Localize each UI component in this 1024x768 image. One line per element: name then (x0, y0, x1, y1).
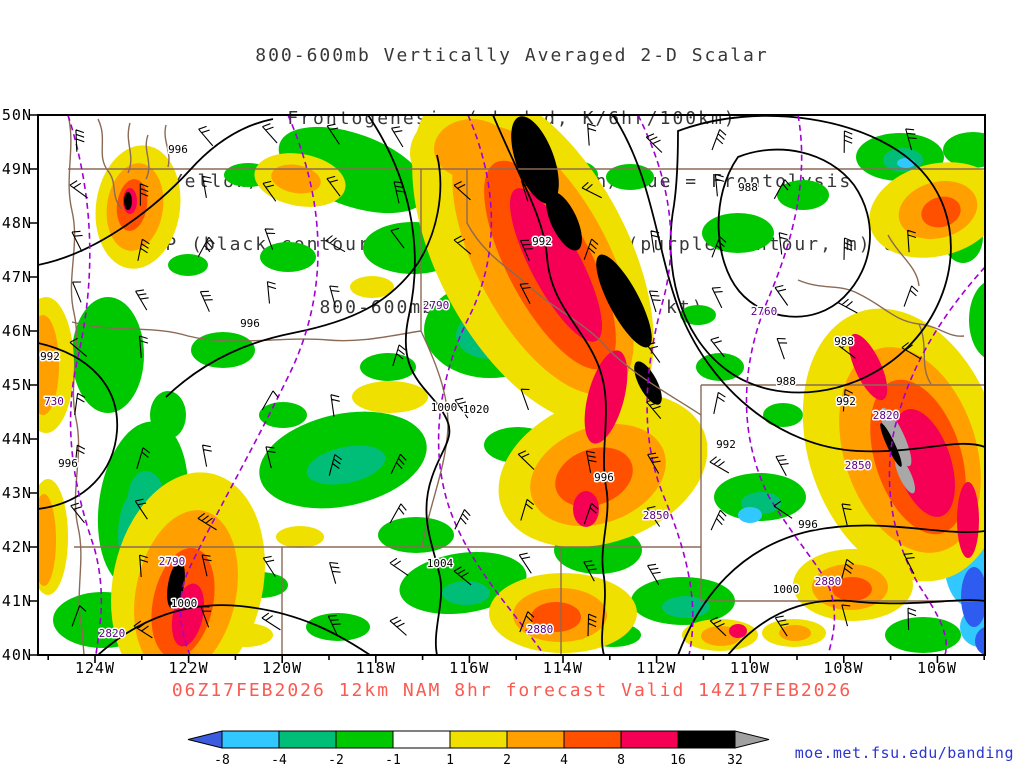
frontogenesis-shading (38, 115, 985, 655)
contour-label: 996 (240, 317, 260, 330)
colorbar-above-arrow (734, 730, 770, 749)
idaho-west-border (420, 169, 449, 548)
colorbar-tick-label: 1 (446, 753, 454, 768)
contour-label: 996 (58, 457, 78, 470)
contour-label: 730 (44, 395, 64, 408)
contour-labels: 996 996 992 996 992 988 988 988 992 992 996 996 1020… (39, 142, 901, 642)
colorbar-below-arrow (187, 730, 223, 749)
contour-label: 2820 (873, 409, 900, 422)
contour-label: 992 (40, 350, 60, 363)
contour-label: 2760 (751, 305, 778, 318)
contour-label: 992 (532, 235, 552, 248)
lat-axis-label: 46N (1, 322, 32, 340)
colorbar-segment (449, 730, 508, 749)
lon-axis-label: 106W (916, 659, 958, 677)
rivers (797, 234, 965, 385)
lat-axis-label: 49N (1, 160, 32, 178)
colorbar-tick-label: 32 (727, 753, 743, 768)
credit-link[interactable]: moe.met.fsu.edu/banding (794, 744, 1014, 762)
lat-axis-label: 43N (1, 484, 32, 502)
colorbar-tick-label: -4 (271, 753, 287, 768)
colorbar-tick-label: -2 (328, 753, 344, 768)
forecast-info: 06Z17FEB2026 12km NAM 8hr forecast Valid… (171, 680, 853, 701)
colorbar-segment (221, 730, 280, 749)
contour-label: 988 (738, 181, 758, 194)
axis-ticks (29, 114, 985, 663)
colorbar-tick-label: 8 (617, 753, 625, 768)
wind-barbs (69, 119, 922, 639)
contour-label: 992 (836, 395, 856, 408)
lat-axis-label: 50N (1, 106, 32, 124)
colorbar-tick-label: -8 (214, 753, 230, 768)
contour-label: 988 (776, 375, 796, 388)
colorbar: -8 -4 -2 -1 1 2 4 8 16 32 (187, 730, 770, 768)
lat-axis-label: 42N (1, 538, 32, 556)
contour-label: 1020 (463, 403, 490, 416)
contour-label: 2850 (643, 509, 670, 522)
colorbar-segment (506, 730, 565, 749)
lon-axis-label: 118W (355, 659, 396, 677)
contour-label: 2850 (845, 459, 872, 472)
height-contours (67, 115, 985, 655)
contour-label: 996 (168, 143, 188, 156)
lat-axis-label: 45N (1, 376, 32, 394)
lat-axis-label: 40N (1, 646, 32, 664)
lon-axis-label: 114W (542, 659, 583, 677)
colorbar-tick-label: -1 (385, 753, 401, 768)
colorbar-segment (335, 730, 394, 749)
lon-axis-label: 108W (823, 659, 864, 677)
contour-label: 1000 (431, 401, 458, 414)
contour-label: 996 (798, 518, 818, 531)
weather-map: 996 996 992 996 992 988 988 988 992 992 996 996 1020… (29, 114, 986, 663)
shading-frontolysis-blue (961, 567, 985, 655)
lat-axis-label: 41N (1, 592, 32, 610)
contour-label: 2790 (423, 299, 450, 312)
contour-label: 2880 (815, 575, 842, 588)
wa-or-border (71, 321, 422, 342)
map-frame (37, 114, 986, 656)
colorbar-segment (392, 730, 451, 749)
lon-axis-label: 124W (74, 659, 116, 677)
colorbar-segment (677, 730, 736, 749)
lat-axis-label: 48N (1, 214, 32, 232)
lon-axis-label: 116W (449, 659, 490, 677)
contour-label: 988 (834, 335, 854, 348)
contour-label: 2790 (159, 555, 186, 568)
coastline (67, 115, 85, 655)
contour-label: 1000 (773, 583, 800, 596)
colorbar-segment (620, 730, 679, 749)
colorbar-tick-label: 16 (670, 753, 686, 768)
colorbar-segment (563, 730, 622, 749)
lon-axis-label: 110W (729, 659, 770, 677)
contour-label: 1004 (427, 557, 454, 570)
shading-frontogenesis-black (124, 116, 902, 609)
contour-label: 992 (716, 438, 736, 451)
colorbar-segment (278, 730, 337, 749)
colorbar-tick-label: 4 (560, 753, 568, 768)
lon-axis-label: 122W (168, 659, 209, 677)
lat-axis-label: 44N (1, 430, 32, 448)
colorbar-tick-label: 2 (503, 753, 511, 768)
lon-axis-label: 112W (636, 659, 677, 677)
contour-label: 2820 (99, 627, 126, 640)
lat-axis-label: 47N (1, 268, 32, 286)
contour-label: 1000 (171, 597, 198, 610)
contour-label: 2880 (527, 623, 554, 636)
lon-axis-label: 120W (262, 659, 303, 677)
puget-sound (97, 118, 170, 210)
title-line-1: 800-600mb Vertically Averaged 2-D Scalar (255, 45, 769, 66)
contour-label: 996 (594, 471, 614, 484)
